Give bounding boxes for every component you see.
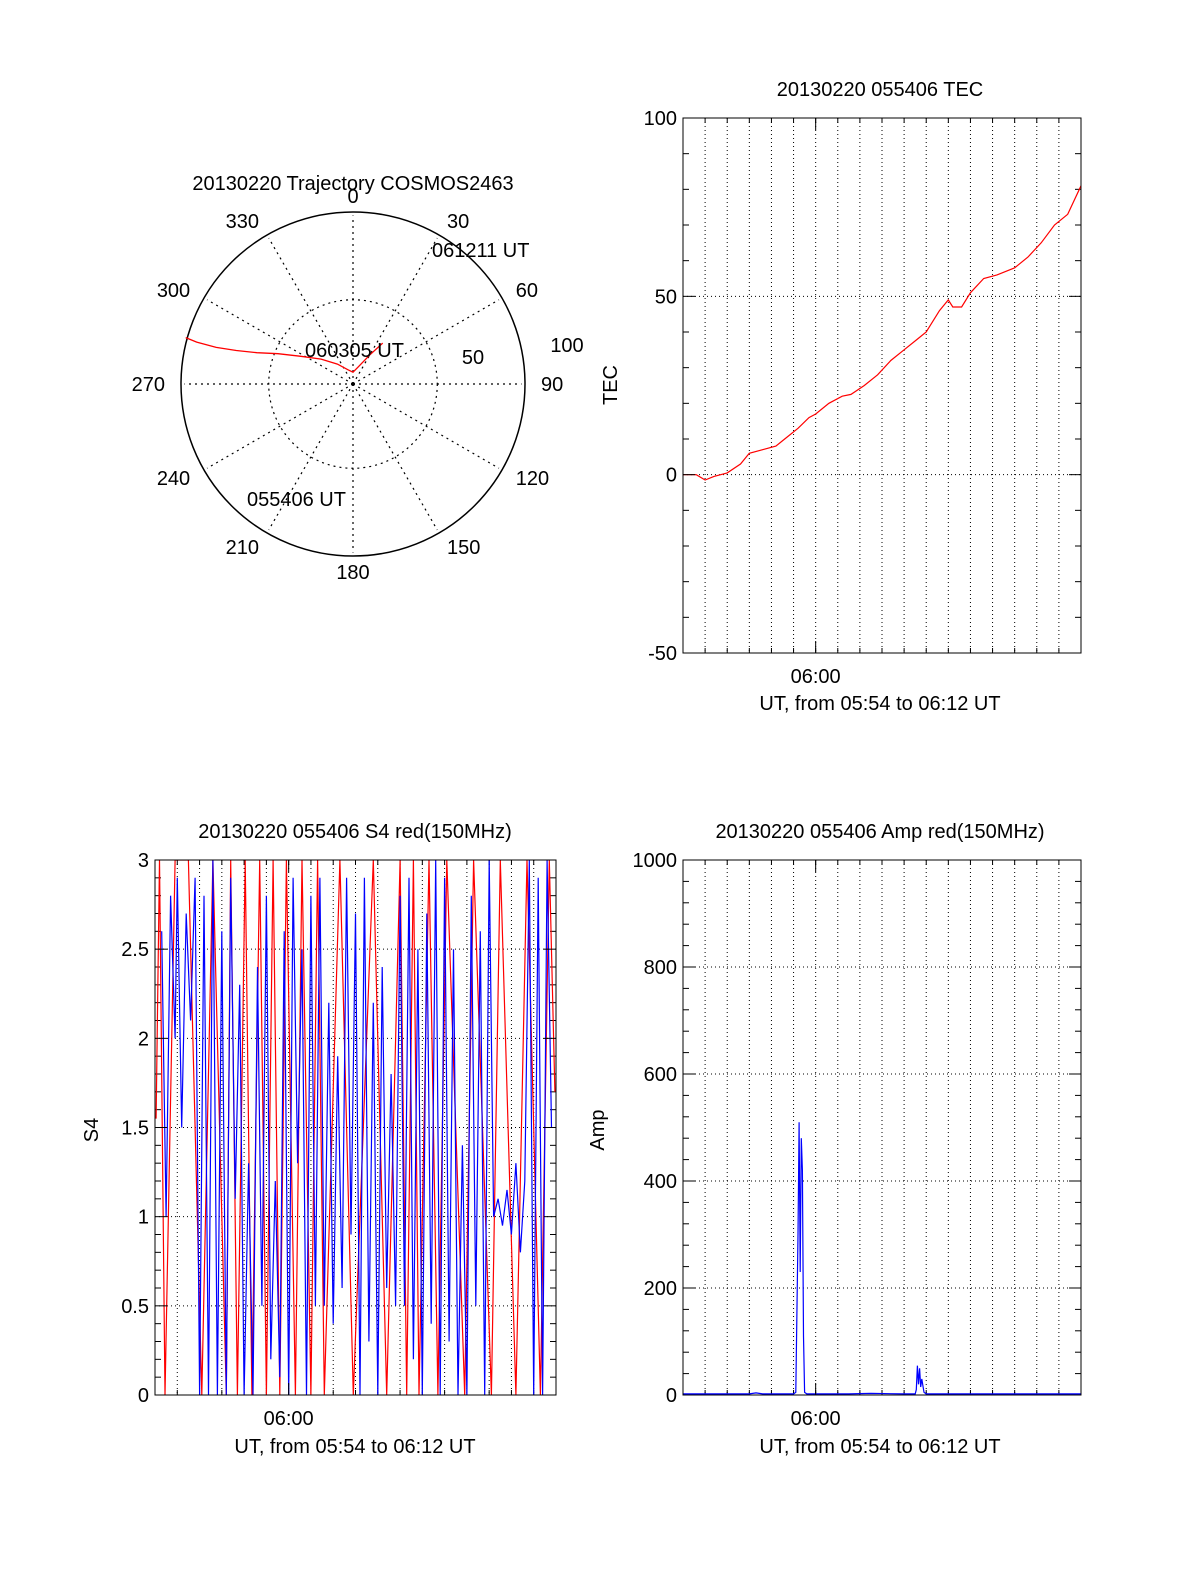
y-tick-label: 200: [644, 1278, 677, 1300]
x-axis-label: UT, from 05:54 to 06:12 UT: [759, 1436, 1000, 1458]
chart-title: 20130220 055406 Amp red(150MHz): [715, 821, 1044, 843]
y-tick-label: 1: [138, 1207, 149, 1229]
polar-angle-label: 120: [516, 468, 549, 490]
chart-title: 20130220 055406 TEC: [777, 79, 983, 101]
y-tick-label: 0: [666, 465, 677, 487]
polar-spoke: [268, 237, 354, 385]
trajectory-polar-plot: 20130220 Trajectory COSMOS2463 0 30 60 90 12…: [132, 173, 584, 584]
y-tick-label: 100: [644, 108, 677, 130]
y-axis-label: S4: [81, 1118, 103, 1142]
polar-angle-label: 210: [226, 537, 259, 559]
chart-title: 20130220 055406 S4 red(150MHz): [198, 821, 512, 843]
series-line-red: [683, 185, 1081, 481]
polar-angle-label: 240: [157, 468, 190, 490]
polar-radial-label: 100: [550, 335, 583, 357]
polar-spoke: [352, 299, 500, 385]
y-tick-label: 600: [644, 1064, 677, 1086]
polar-outer-circle: [180, 211, 526, 557]
polar-spoke: [206, 383, 354, 469]
x-tick-label: 06:00: [264, 1408, 314, 1430]
polar-angle-label: 300: [157, 280, 190, 302]
series-line-blue: [683, 1122, 1081, 1395]
y-tick-label: 0: [666, 1385, 677, 1407]
angle-labels: 0 30 60 90 120 150 180 210 240 270 300 330 50 100: [132, 186, 584, 584]
series-line-red: [155, 860, 556, 1395]
tec-chart: 20130220 055406 TEC TEC UT, from 05:54 t…: [600, 79, 1082, 715]
polar-angle-label: 180: [336, 562, 369, 584]
polar-spoke: [206, 299, 354, 385]
time-annotation: 061211 UT: [432, 240, 529, 262]
polar-grid: [180, 211, 526, 557]
y-axis-label: Amp: [587, 1109, 609, 1150]
y-tick-label: 0: [138, 1385, 149, 1407]
polar-angle-label: 0: [347, 186, 358, 208]
polar-angle-label: 150: [447, 537, 480, 559]
annotations: 061211 UT 060305 UT 055406 UT: [247, 240, 529, 511]
y-tick-label: 2: [138, 1028, 149, 1050]
y-tick-label: 0.5: [121, 1296, 149, 1318]
polar-angle-label: 60: [516, 280, 538, 302]
y-tick-label: 2.5: [121, 939, 149, 961]
x-tick-label: 06:00: [791, 666, 841, 688]
polar-spoke: [352, 383, 438, 531]
polar-spoke: [352, 237, 438, 385]
polar-angle-label: 270: [132, 374, 165, 396]
y-tick-label: 1.5: [121, 1118, 149, 1140]
trajectory-series: [185, 336, 384, 373]
polar-spoke: [352, 383, 500, 469]
polar-angle-label: 330: [226, 211, 259, 233]
y-tick-label: 50: [655, 286, 677, 308]
y-tick-label: 3: [138, 850, 149, 872]
polar-spoke: [268, 383, 354, 531]
time-annotation: 055406 UT: [247, 489, 346, 511]
series-line-blue: [161, 860, 553, 1395]
plot-frame: [682, 117, 1082, 654]
x-axis-label: UT, from 05:54 to 06:12 UT: [234, 1436, 475, 1458]
y-axis-label: TEC: [600, 365, 622, 405]
amp-chart: 20130220 055406 Amp red(150MHz) Amp UT, …: [587, 821, 1082, 1458]
x-tick-label: 06:00: [791, 1408, 841, 1430]
polar-radial-label: 50: [462, 347, 484, 369]
plot-frame: [682, 859, 1082, 1396]
time-annotation: 060305 UT: [305, 340, 404, 362]
x-axis-label: UT, from 05:54 to 06:12 UT: [759, 693, 1000, 715]
y-tick-label: 800: [644, 957, 677, 979]
s4-chart: 20130220 055406 S4 red(150MHz) S4 UT, fr…: [81, 821, 557, 1458]
trajectory-line: [185, 336, 384, 373]
y-tick-label: 1000: [633, 850, 678, 872]
y-tick-label: -50: [648, 643, 677, 665]
polar-angle-label: 30: [447, 211, 469, 233]
y-tick-label: 400: [644, 1171, 677, 1193]
polar-angle-label: 90: [541, 374, 563, 396]
chart-title: 20130220 Trajectory COSMOS2463: [192, 173, 513, 195]
